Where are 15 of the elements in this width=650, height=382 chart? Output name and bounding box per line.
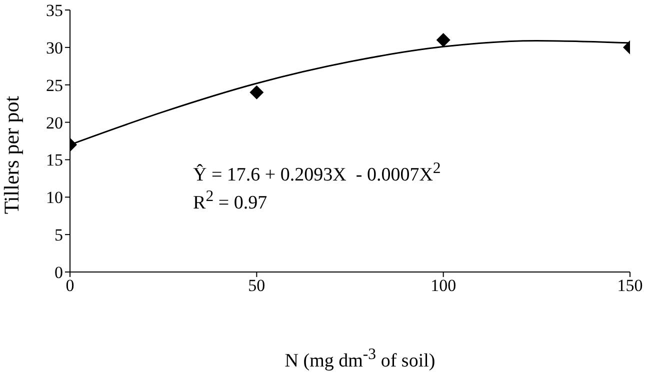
y-tick-label: 20	[46, 113, 63, 132]
x-tick-label: 50	[248, 276, 266, 296]
y-tick-label: 35	[46, 1, 63, 20]
y-tick-label: 10	[46, 188, 63, 208]
x-axis-title: N (mg dm$^{-3}$ of soil)	[284, 346, 436, 372]
y-tick-label: 30	[46, 38, 63, 58]
annotation: Ŷ = 17.6 + 0.2093X - 0.0007X$^{2}$	[193, 160, 441, 186]
y-tick-label: 15	[46, 150, 63, 170]
y-tick-label: 5	[54, 226, 63, 245]
y-tick-label: 0	[54, 263, 63, 282]
y-tick-label: 25	[46, 76, 63, 95]
y-axis-title: Tillers per pot	[0, 96, 24, 214]
x-tick-label: 100	[430, 276, 456, 296]
x-tick-label: 150	[617, 276, 643, 296]
annotation: R$^{2}$ = 0.97	[193, 188, 268, 214]
